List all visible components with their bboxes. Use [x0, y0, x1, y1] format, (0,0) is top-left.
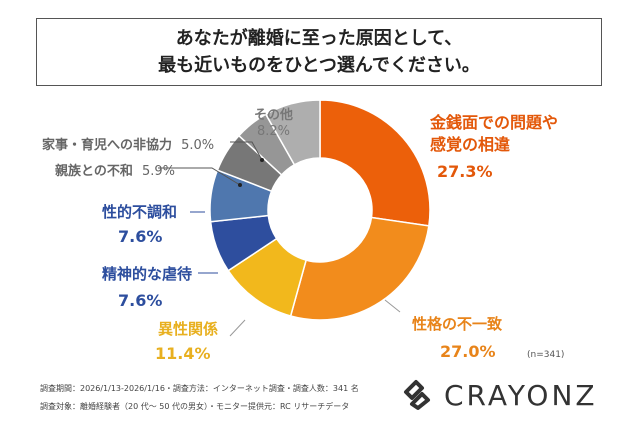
pct-personality: 27.0% [440, 342, 496, 361]
pct-affair: 11.4% [155, 344, 211, 363]
footer-line-1: 調査期間：2026/1/13-2026/1/16・調査方法：インターネット調査・… [40, 384, 359, 393]
title-line-2: 最も近いものをひとつ選んでください。 [158, 55, 480, 76]
label-personality: 性格の不一致 [412, 315, 503, 333]
label-finance: 金銭面での問題や 感覚の相違 [430, 113, 559, 154]
pct-abuse: 7.6% [118, 291, 163, 310]
title-line-1: あなたが離婚に至った原因として、 [175, 28, 463, 49]
label-abuse: 精神的な虐待 [102, 265, 193, 283]
donut-slice-7 [264, 99, 321, 166]
leader-dot-5 [238, 183, 242, 187]
crayonz-logo: CRAYONZ [400, 378, 598, 412]
logo-icon [404, 380, 430, 410]
leader-line-5 [158, 167, 241, 186]
chart-title: あなたが離婚に至った原因として、 最も近いものをひとつ選んでください。 [36, 18, 602, 86]
label-sexual: 性的不調和 [102, 203, 178, 221]
donut-slice-1 [289, 216, 430, 321]
logo-text: CRAYONZ [444, 378, 598, 412]
footer-line-2: 調査対象：離婚経験者（20 代～ 50 代の男女）・モニター提供元：RC リサー… [40, 402, 350, 411]
pct-finance: 27.3% [437, 162, 493, 181]
pct-sexual: 7.6% [118, 227, 163, 246]
leader-line-1 [384, 299, 401, 313]
label-relatives: 親族との不和 5.9% [55, 164, 175, 179]
sample-size: (n=341) [527, 350, 565, 360]
leader-dot-6 [260, 158, 264, 162]
leader-line-2 [229, 319, 246, 337]
leader-line-6 [230, 141, 263, 161]
label-other: その他 8.2% [254, 108, 294, 139]
label-housework: 家事・育児への非協力 5.0% [42, 138, 215, 153]
donut-slice-0 [319, 99, 431, 227]
label-affair: 異性関係 [158, 320, 219, 338]
